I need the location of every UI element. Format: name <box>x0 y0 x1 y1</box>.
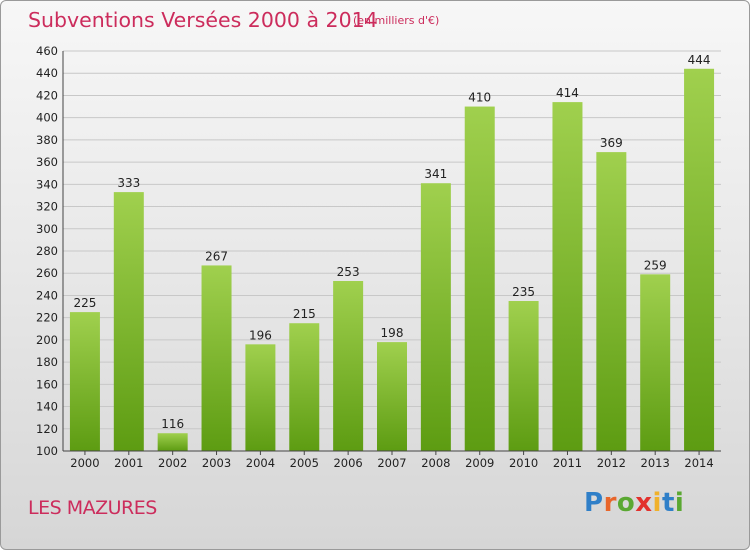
data-label-2013: 259 <box>644 258 667 272</box>
bar-2011 <box>552 102 583 451</box>
bar-2004 <box>245 344 276 451</box>
bar-2002 <box>157 433 188 451</box>
bar-2014 <box>684 68 715 452</box>
bar-2008 <box>420 183 451 451</box>
y-tick-label: 420 <box>36 88 58 102</box>
bar-2005 <box>289 323 320 451</box>
bar-2009 <box>464 106 495 452</box>
bars <box>69 68 715 452</box>
bar-2003 <box>201 265 232 451</box>
logo-letter: t <box>661 488 675 518</box>
data-label-2011: 414 <box>556 86 579 100</box>
data-label-2000: 225 <box>73 296 96 310</box>
y-tick-label: 380 <box>36 133 58 147</box>
logo-letter: x <box>635 488 653 518</box>
chart-unit-note: (en milliers d'€) <box>353 14 440 27</box>
y-tick-label: 280 <box>36 244 58 258</box>
x-tick-label: 2004 <box>246 456 275 470</box>
y-tick-label: 340 <box>36 177 58 191</box>
y-tick-label: 140 <box>36 400 58 414</box>
y-tick-label: 320 <box>36 200 58 214</box>
x-tick-label: 2010 <box>509 456 538 470</box>
x-tick-label: 2006 <box>333 456 362 470</box>
y-tick-label: 240 <box>36 288 58 302</box>
x-tick-label: 2000 <box>70 456 99 470</box>
data-label-2009: 410 <box>468 91 491 105</box>
data-label-2014: 444 <box>688 53 711 67</box>
x-tick-label: 2013 <box>641 456 670 470</box>
bar-2013 <box>640 274 671 451</box>
data-label-2007: 198 <box>381 326 404 340</box>
data-label-2003: 267 <box>205 249 228 263</box>
x-tick-label: 2003 <box>202 456 231 470</box>
data-label-2005: 215 <box>293 307 316 321</box>
data-label-2012: 369 <box>600 136 623 150</box>
x-tick-label: 2005 <box>290 456 319 470</box>
data-label-2008: 341 <box>424 167 447 181</box>
y-tick-label: 220 <box>36 311 58 325</box>
chart-title: Subventions Versées 2000 à 2014 <box>28 8 378 32</box>
logo-letter: P <box>584 488 604 518</box>
y-tick-label: 460 <box>36 44 58 58</box>
axes <box>62 51 721 455</box>
logo-letter: r <box>603 488 617 518</box>
x-tick-label: 2008 <box>421 456 450 470</box>
y-tick-label: 260 <box>36 266 58 280</box>
bar-2010 <box>508 301 539 451</box>
x-tick-label: 2014 <box>684 456 713 470</box>
data-label-2004: 196 <box>249 328 272 342</box>
commune-name: LES MAZURES <box>28 497 157 519</box>
x-tick-label: 2011 <box>553 456 582 470</box>
tick-labels: 100 120 140 160 180 200 220 240 260 280 300 320 340 3… <box>36 44 714 470</box>
y-tick-label: 160 <box>36 377 58 391</box>
data-label-2002: 116 <box>161 417 184 431</box>
x-tick-label: 2007 <box>377 456 406 470</box>
data-label-2006: 253 <box>337 265 360 279</box>
logo-letter: i <box>674 488 685 518</box>
y-tick-label: 360 <box>36 155 58 169</box>
y-tick-label: 400 <box>36 111 58 125</box>
bar-2001 <box>113 192 144 451</box>
y-tick-label: 300 <box>36 222 58 236</box>
x-tick-label: 2001 <box>114 456 143 470</box>
data-labels: 225 333 116 267 196 215 253 198 341 410 235 414 369 2… <box>73 53 710 431</box>
y-tick-label: 200 <box>36 333 58 347</box>
x-tick-label: 2009 <box>465 456 494 470</box>
bar-2006 <box>333 281 364 451</box>
logo-letter: o <box>616 488 636 518</box>
y-tick-label: 440 <box>36 66 58 80</box>
bar-2000 <box>69 312 100 451</box>
logo-letter: i <box>652 488 662 518</box>
data-label-2010: 235 <box>512 285 535 299</box>
proxiti-logo[interactable]: Proxiti <box>584 488 684 518</box>
y-tick-label: 120 <box>36 422 58 436</box>
x-tick-label: 2012 <box>597 456 626 470</box>
y-tick-label: 100 <box>36 444 58 458</box>
bar-2012 <box>596 152 627 451</box>
bar-2007 <box>377 342 407 451</box>
data-label-2001: 333 <box>117 176 140 190</box>
y-tick-label: 180 <box>36 355 58 369</box>
x-tick-label: 2002 <box>158 456 187 470</box>
